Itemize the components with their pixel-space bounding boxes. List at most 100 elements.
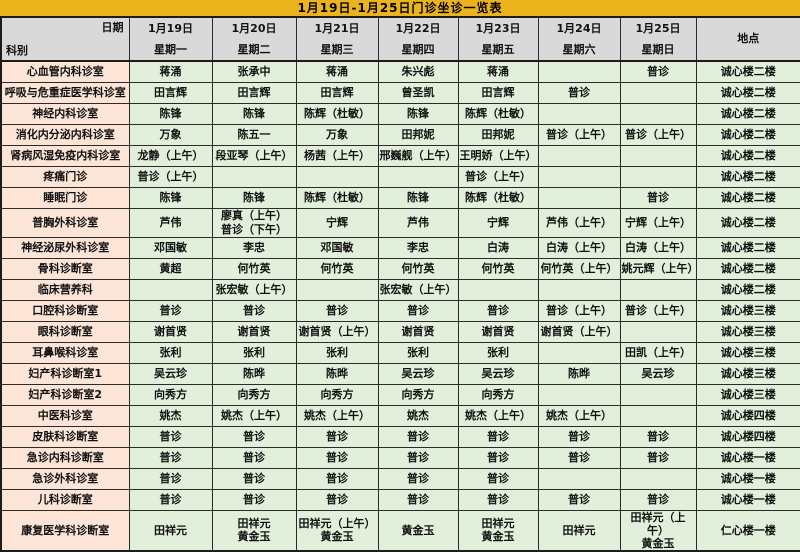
schedule-cell: 普诊 [619,186,697,209]
location-cell: 诚心楼三楼 [695,320,800,343]
schedule-cell: 普诊 [619,446,697,469]
table-row: 神经泌尿外科诊室 邓国敏 李忠 邓国敏 李忠 白涛 白涛（上午） 白涛（上午） 诚心楼二楼 [0,236,800,259]
schedule-cell: 姚杰（上午） [211,404,297,427]
location-cell: 诚心楼二楼 [695,144,800,167]
header-day-weekday: 星期五 [481,42,515,56]
schedule-cell: 普诊 [457,446,539,469]
schedule-cell: 向秀方 [295,383,379,406]
schedule-cell: 陈辉（杜敏） [295,102,379,125]
schedule-cell [537,467,621,490]
dept-cell: 肾病风湿免疫内科诊室 [0,144,130,167]
dept-cell: 消化内分泌内科诊室 [0,123,130,146]
schedule-cell: 李忠 [377,236,459,259]
schedule-cell: 向秀方 [128,383,213,406]
schedule-cell [537,383,621,406]
table-row: 口腔科诊断室 普诊 普诊 普诊 普诊 普诊 普诊（上午） 普诊（上午） 诚心楼三楼 [0,299,800,322]
header-day-cell: 1月21日 星期三 [295,16,379,62]
schedule-cell: 田言辉 [295,81,379,104]
schedule-cell: 白涛（上午） [619,236,697,259]
dept-cell: 神经内科诊室 [0,102,130,125]
schedule-cell: 陈晔 [537,362,621,385]
table-row: 妇产科诊断室2 向秀方 向秀方 向秀方 向秀方 向秀方 诚心楼三楼 [0,383,800,406]
schedule-cell: 芦伟 [377,207,459,238]
location-cell: 诚心楼二楼 [695,207,800,238]
schedule-cell: 陈锋 [377,102,459,125]
table-row: 肾病风湿免疫内科诊室 龙静（上午） 段亚琴（上午） 杨茜（上午） 邢巍舰（上午） 王明娇（… [0,144,800,167]
location-cell: 诚心楼二楼 [695,186,800,209]
schedule-cell: 普诊 [295,488,379,511]
location-cell: 诚心楼三楼 [695,383,800,406]
schedule-cell: 宁辉（上午） [619,207,697,238]
schedule-cell: 普诊 [619,425,697,448]
schedule-cell [537,102,621,125]
schedule-cell [619,144,697,167]
schedule-table: 日期 科别 1月19日 星期一 1月20日 星期二 1月21日 星期三 1月22日 星期四 1月… [0,16,800,552]
schedule-cell: 田祥元（上午） 黄金玉 [619,509,697,552]
header-row: 日期 科别 1月19日 星期一 1月20日 星期二 1月21日 星期三 1月22日 星期四 1月… [0,16,800,62]
schedule-cell [619,165,697,188]
schedule-cell: 谢首贤 [377,320,459,343]
schedule-cell: 陈锋 [377,186,459,209]
schedule-cell: 普诊（上午） [619,123,697,146]
schedule-cell: 邢巍舰（上午） [377,144,459,167]
schedule-cell [537,278,621,301]
schedule-cell: 吴云珍 [457,362,539,385]
dept-cell: 口腔科诊断室 [0,299,130,322]
schedule-cell [377,165,459,188]
schedule-cell: 普诊（上午） [128,165,213,188]
schedule-cell: 普诊 [128,299,213,322]
dept-cell: 康复医学科诊断室 [0,509,130,552]
header-day-cell: 1月24日 星期六 [537,16,621,62]
schedule-cell: 张宏敏（上午） [211,278,297,301]
schedule-cell: 普诊 [211,425,297,448]
header-location-cell: 地点 [695,16,800,62]
dept-cell: 皮肤科诊断室 [0,425,130,448]
header-day-cell: 1月23日 星期五 [457,16,539,62]
schedule-cell: 陈辉（杜敏） [457,186,539,209]
schedule-cell: 普诊 [457,299,539,322]
table-row: 心血管内科诊室 蒋涌 张承中 蒋涌 朱兴彪 蒋涌 普诊 诚心楼二楼 [0,60,800,83]
schedule-cell: 龙静（上午） [128,144,213,167]
header-day-weekday: 星期二 [237,42,271,56]
schedule-cell: 张利 [211,341,297,364]
schedule-cell: 吴云珍 [619,362,697,385]
schedule-cell: 蒋涌 [457,60,539,83]
schedule-cell: 田邦妮 [377,123,459,146]
table-row: 儿科诊断室 普诊 普诊 普诊 普诊 普诊 普诊 普诊 诚心楼一楼 [0,488,800,511]
schedule-cell: 姚杰（上午） [457,404,539,427]
location-cell: 诚心楼二楼 [695,278,800,301]
table-row: 耳鼻喉科诊室 张利 张利 张利 张利 张利 田凯（上午） 诚心楼三楼 [0,341,800,364]
schedule-cell [619,404,697,427]
header-day-cell: 1月19日 星期一 [128,16,213,62]
location-cell: 诚心楼一楼 [695,488,800,511]
header-day-weekday: 星期三 [320,42,354,56]
dept-cell: 急诊内科诊断室 [0,446,130,469]
schedule-cell: 谢首贤 [457,320,539,343]
schedule-cell: 普诊 [619,60,697,83]
header-day-cell: 1月25日 星期日 [619,16,697,62]
schedule-cell: 田言辉 [128,81,213,104]
schedule-cell: 普诊（上午） [457,165,539,188]
table-row: 眼科诊断室 谢首贤 谢首贤 谢首贤（上午） 谢首贤 谢首贤 谢首贤（上午） 诚心楼三楼 [0,320,800,343]
schedule-cell: 普诊 [377,467,459,490]
location-cell: 诚心楼三楼 [695,341,800,364]
table-row: 急诊外科诊室 普诊 普诊 普诊 普诊 普诊 诚心楼一楼 [0,467,800,490]
schedule-cell [537,186,621,209]
header-day-date: 1月19日 [148,22,193,35]
schedule-cell: 廖真（上午） 普诊（下午） [211,207,297,238]
schedule-cell: 王明娇（上午） [457,144,539,167]
schedule-cell [457,278,539,301]
schedule-cell: 田祥元 [537,509,621,552]
dept-cell: 妇产科诊断室2 [0,383,130,406]
schedule-cell [295,278,379,301]
schedule-cell: 姚元辉（上午） [619,257,697,280]
header-date-label: 日期 [101,21,124,34]
schedule-cell: 邓国敏 [128,236,213,259]
schedule-cell: 何竹英 [457,257,539,280]
location-cell: 诚心楼二楼 [695,123,800,146]
dept-cell: 临床营养科 [0,278,130,301]
table-row: 呼吸与危重症医学科诊室 田言辉 田言辉 田言辉 曾圣凯 田言辉 普诊 诚心楼二楼 [0,81,800,104]
schedule-cell: 向秀方 [377,383,459,406]
schedule-cell: 田言辉 [211,81,297,104]
header-day-cell: 1月22日 星期四 [377,16,459,62]
